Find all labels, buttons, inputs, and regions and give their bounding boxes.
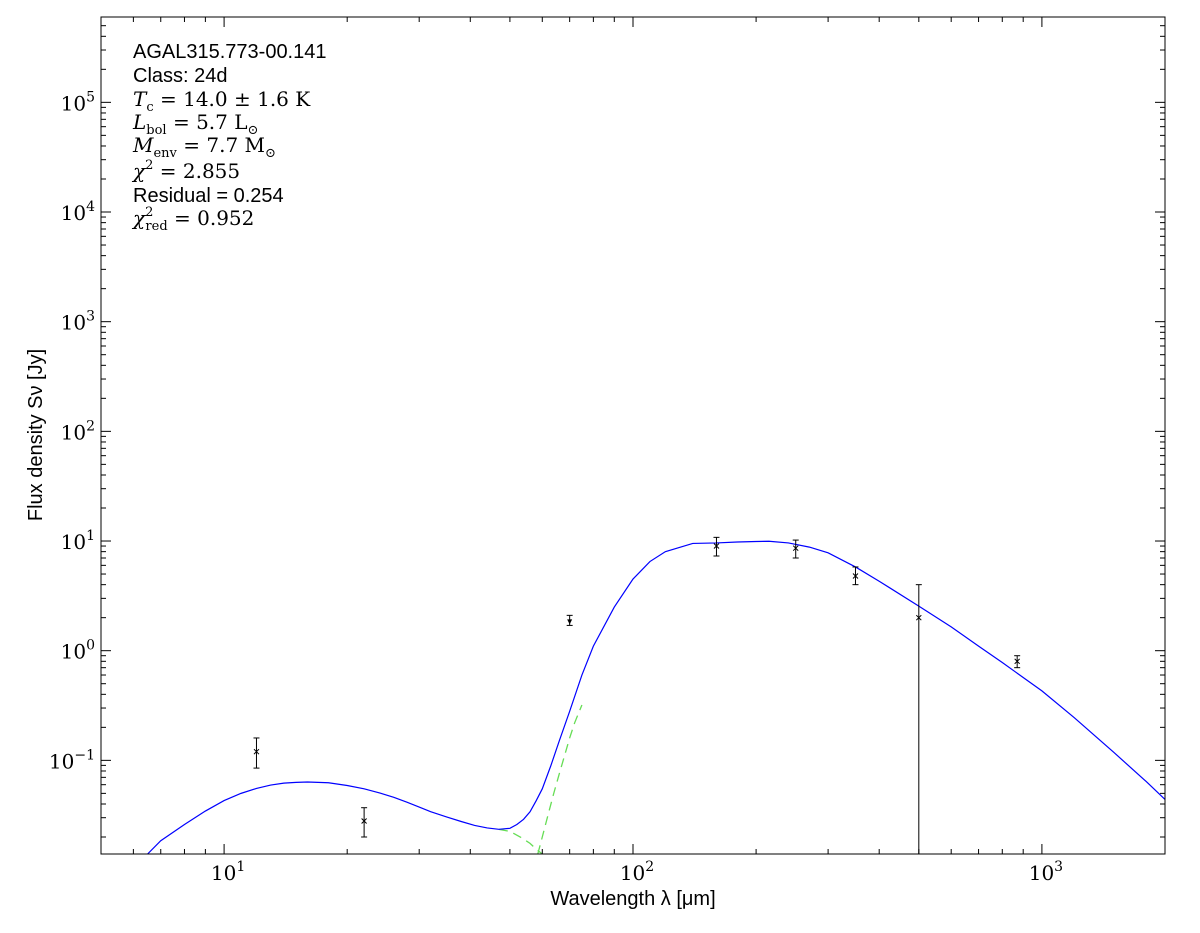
x-marker bbox=[852, 573, 859, 579]
data-point bbox=[253, 737, 260, 769]
tc-annotation: Tc = 14.0 ± 1.6 K bbox=[133, 87, 311, 115]
y-tick-label: 102 bbox=[61, 418, 95, 444]
annotation-block: AGAL315.773-00.141 Class: 24d Tc = 14.0 … bbox=[131, 41, 327, 234]
data-point bbox=[915, 584, 922, 854]
residual-annotation: Residual = 0.254 bbox=[133, 185, 284, 207]
x-marker bbox=[713, 543, 720, 549]
class-label: Class: 24d bbox=[133, 65, 228, 87]
tick-labels: 101 102 103 10−1 100 101 102 103 104 105 bbox=[49, 89, 1063, 885]
y-tick-label: 10−1 bbox=[49, 747, 95, 773]
x-tick-label: 101 bbox=[211, 859, 245, 885]
sed-fit-line bbox=[147, 540, 1165, 854]
data-point bbox=[713, 536, 720, 557]
cold-component-line bbox=[537, 704, 583, 854]
x-tick-label: 102 bbox=[620, 859, 654, 885]
lbol-annotation: Lbol = 5.7 L⊙ bbox=[132, 110, 258, 138]
upper-limit-marker bbox=[567, 619, 573, 625]
x-tick-label: 103 bbox=[1029, 859, 1063, 885]
menv-annotation: Menv = 7.7 M⊙ bbox=[132, 133, 276, 161]
x-marker bbox=[1014, 658, 1021, 665]
y-tick-label: 105 bbox=[61, 89, 95, 115]
x-marker bbox=[253, 748, 260, 755]
x-marker bbox=[361, 818, 367, 824]
chi2red-annotation: χ2 red = 0.952 bbox=[131, 205, 254, 234]
plot-area bbox=[147, 536, 1165, 854]
axis-ticks bbox=[100, 16, 1166, 854]
x-marker bbox=[915, 614, 922, 621]
data-point bbox=[792, 539, 799, 559]
data-point bbox=[852, 566, 859, 586]
x-axis-title: Wavelength λ [μm] bbox=[550, 888, 715, 910]
source-name: AGAL315.773-00.141 bbox=[133, 41, 327, 63]
data-point bbox=[566, 614, 573, 626]
data-point bbox=[1014, 655, 1021, 669]
x-marker bbox=[792, 545, 799, 552]
y-axis-title: Flux density Sν [Jy] bbox=[25, 349, 47, 521]
y-tick-label: 100 bbox=[61, 638, 95, 664]
y-tick-label: 101 bbox=[61, 528, 95, 554]
y-tick-label: 103 bbox=[61, 309, 95, 335]
chi2-annotation: χ2 = 2.855 bbox=[131, 158, 240, 183]
plot-frame bbox=[100, 16, 1166, 855]
data-point bbox=[361, 807, 368, 838]
y-tick-label: 104 bbox=[61, 199, 95, 225]
